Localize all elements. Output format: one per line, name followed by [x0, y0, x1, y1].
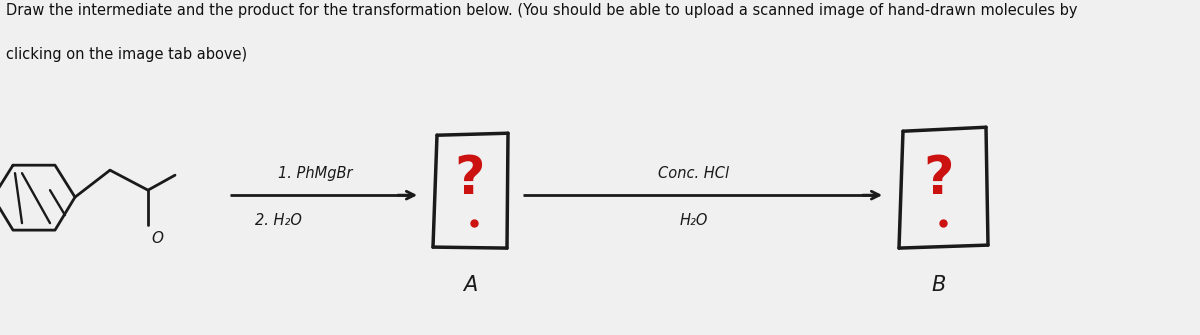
Text: Draw the intermediate and the product for the transformation below. (You should : Draw the intermediate and the product fo…: [6, 3, 1078, 18]
Text: clicking on the image tab above): clicking on the image tab above): [6, 47, 247, 62]
Text: B: B: [932, 275, 946, 295]
Text: Conc. HCl: Conc. HCl: [659, 166, 730, 181]
Text: O: O: [151, 231, 163, 246]
Text: ?: ?: [924, 153, 954, 205]
Text: ?: ?: [455, 153, 485, 205]
Text: H₂O: H₂O: [680, 213, 708, 228]
Text: 2. H₂O: 2. H₂O: [254, 213, 302, 228]
Text: A: A: [463, 275, 478, 295]
Text: 1. PhMgBr: 1. PhMgBr: [277, 166, 353, 181]
